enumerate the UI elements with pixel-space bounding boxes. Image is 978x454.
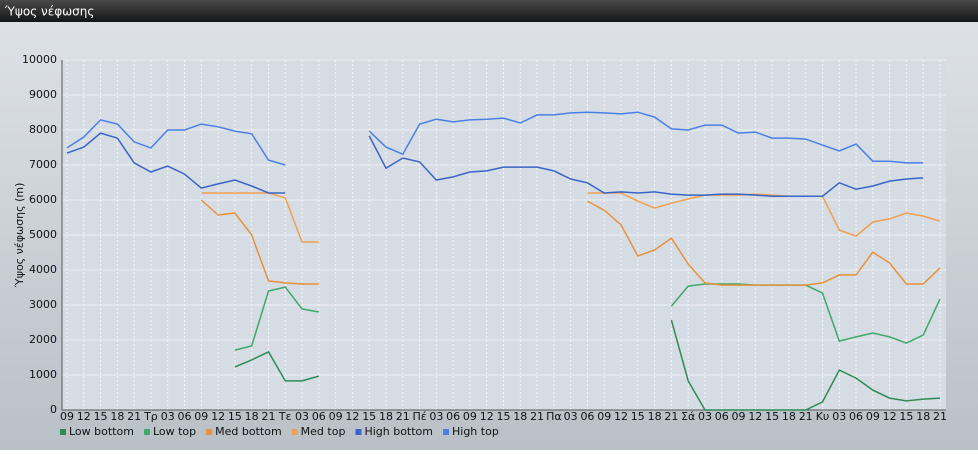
legend-marker <box>60 429 66 435</box>
x-tick-label: 12 <box>883 410 897 423</box>
x-tick-label: 09 <box>329 410 343 423</box>
y-tick-label: 8000 <box>29 123 57 136</box>
x-tick-label: Σά <box>681 410 695 423</box>
x-tick-label: 09 <box>60 410 74 423</box>
x-tick-label: 03 <box>698 410 712 423</box>
x-tick-label: 18 <box>782 410 796 423</box>
legend-label: Med top <box>301 425 346 438</box>
x-tick-label: 09 <box>732 410 746 423</box>
series-line <box>201 192 941 243</box>
legend-marker <box>206 429 213 435</box>
x-tick-label: 18 <box>379 410 393 423</box>
y-tick-label: 2000 <box>29 333 57 346</box>
y-tick-label: 5000 <box>29 228 57 241</box>
series-line <box>66 111 924 166</box>
y-tick-label: 10000 <box>22 53 57 66</box>
legend-marker <box>443 429 449 435</box>
x-tick-label: 03 <box>832 410 846 423</box>
y-tick-label: 6000 <box>29 193 57 206</box>
x-tick-label: 18 <box>648 410 662 423</box>
x-tick-label: 09 <box>194 410 208 423</box>
x-tick-label: 21 <box>664 410 678 423</box>
y-tick-label: 7000 <box>29 158 57 171</box>
x-tick-label: 18 <box>245 410 259 423</box>
x-tick-label: Τε <box>278 410 292 423</box>
legend-label: High top <box>452 425 499 438</box>
legend-label: Med bottom <box>215 425 282 438</box>
x-tick-label: Τρ <box>143 410 158 423</box>
x-tick-label: 12 <box>748 410 762 423</box>
x-tick-label: 09 <box>597 410 611 423</box>
x-tick-label: 12 <box>345 410 359 423</box>
legend-marker <box>355 429 362 435</box>
x-tick-label: 12 <box>614 410 628 423</box>
x-tick-label: 06 <box>715 410 729 423</box>
x-tick-label: 15 <box>765 410 779 423</box>
x-tick-label: Κυ <box>816 410 830 423</box>
x-tick-label: 15 <box>228 410 242 423</box>
x-tick-label: 21 <box>127 410 141 423</box>
legend-label: Low bottom <box>69 425 134 438</box>
x-tick-label: Πα <box>546 410 562 423</box>
y-tick-label: 0 <box>50 403 57 416</box>
x-tick-label: 18 <box>916 410 930 423</box>
legend-marker <box>291 429 298 435</box>
y-tick-label: 4000 <box>29 263 57 276</box>
x-tick-label: 21 <box>530 410 544 423</box>
series-line <box>66 132 924 197</box>
x-tick-label: 03 <box>161 410 175 423</box>
x-tick-label: 06 <box>312 410 326 423</box>
x-tick-label: 15 <box>94 410 108 423</box>
x-tick-label: 09 <box>463 410 477 423</box>
x-tick-label: 12 <box>480 410 494 423</box>
x-tick-label: 09 <box>866 410 880 423</box>
x-tick-label: 06 <box>178 410 192 423</box>
series-line <box>234 319 941 411</box>
x-tick-label: 18 <box>513 410 527 423</box>
series-line <box>200 199 941 286</box>
x-tick-label: 03 <box>295 410 309 423</box>
x-tick-label: 15 <box>362 410 376 423</box>
title-bar <box>0 0 978 22</box>
x-tick-label: 06 <box>849 410 863 423</box>
y-tick-label: 1000 <box>29 368 57 381</box>
x-tick-label: 21 <box>396 410 410 423</box>
x-tick-label: Πέ <box>412 410 426 423</box>
x-tick-label: 12 <box>211 410 225 423</box>
x-tick-label: 21 <box>933 410 947 423</box>
window-title: Ύψος νέφωσης <box>4 5 94 19</box>
y-axis-label: Ύψος νέφωσης (m) <box>13 183 26 289</box>
x-tick-label: 15 <box>497 410 511 423</box>
x-tick-label: 18 <box>110 410 124 423</box>
y-tick-label: 3000 <box>29 298 57 311</box>
x-tick-label: 21 <box>799 410 813 423</box>
x-tick-label: 03 <box>429 410 443 423</box>
x-tick-label: 15 <box>631 410 645 423</box>
x-tick-label: 21 <box>261 410 275 423</box>
x-tick-label: 06 <box>580 410 594 423</box>
x-tick-label: 15 <box>899 410 913 423</box>
x-tick-label: 03 <box>564 410 578 423</box>
x-tick-label: 12 <box>77 410 91 423</box>
x-tick-label: 06 <box>446 410 460 423</box>
y-tick-label: 9000 <box>29 88 57 101</box>
legend-label: Low top <box>153 425 196 438</box>
legend-marker <box>143 429 150 435</box>
legend-label: High bottom <box>364 425 433 438</box>
